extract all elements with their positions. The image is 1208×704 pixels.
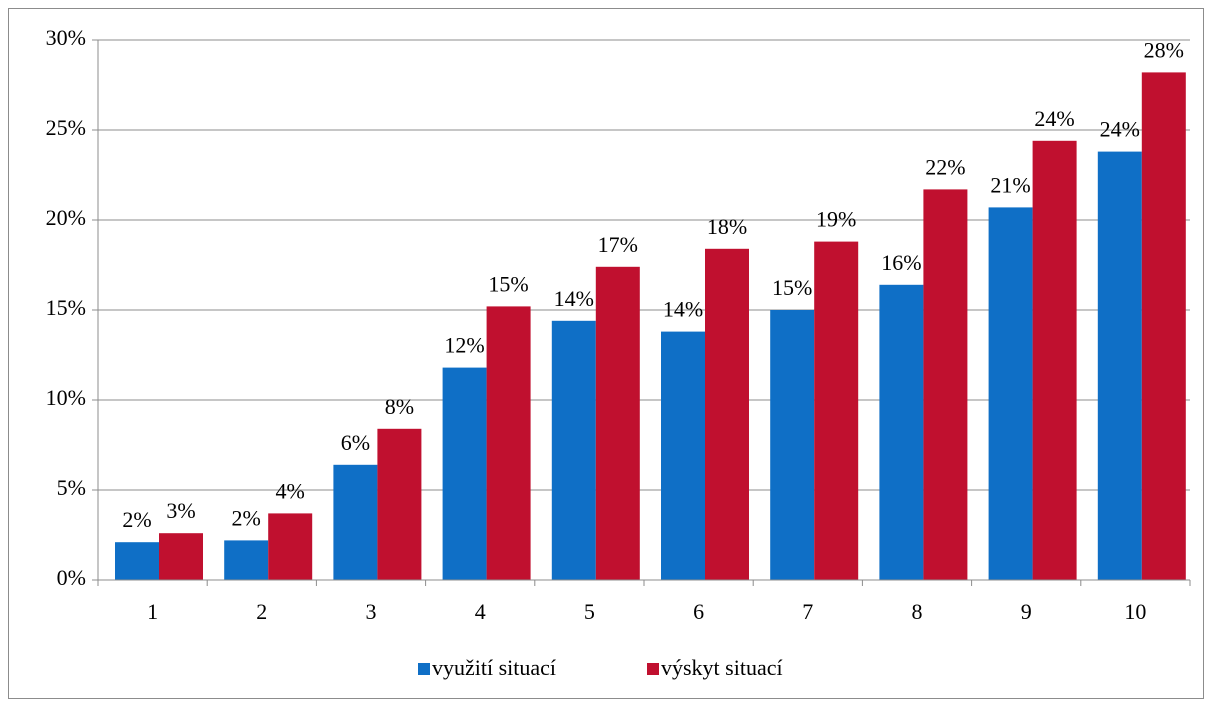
bar (923, 189, 968, 580)
x-tick-label: 5 (584, 599, 595, 624)
data-label: 18% (707, 214, 747, 239)
bar (268, 513, 313, 580)
x-tick-label: 9 (1021, 599, 1032, 624)
bar (1097, 151, 1142, 580)
bar (661, 331, 705, 580)
legend-label: výskyt situací (661, 655, 783, 680)
data-label: 24% (1100, 117, 1140, 142)
data-label: 8% (385, 394, 414, 419)
legend-swatch (647, 663, 659, 675)
x-tick-label: 8 (912, 599, 923, 624)
bar (595, 266, 640, 580)
bar (333, 464, 378, 580)
bar (988, 207, 1033, 580)
x-tick-label: 3 (366, 599, 377, 624)
bar (1032, 140, 1077, 581)
data-label: 3% (166, 498, 195, 523)
data-label: 14% (663, 297, 703, 322)
y-tick-label: 30% (46, 25, 86, 50)
bar (770, 310, 815, 580)
data-label: 24% (1034, 106, 1074, 131)
bar (551, 320, 596, 580)
bar (705, 248, 749, 581)
bar (486, 306, 531, 580)
x-tick-label: 1 (147, 599, 158, 624)
y-tick-label: 10% (46, 385, 86, 410)
legend-swatch (418, 663, 430, 675)
bar (879, 284, 924, 580)
data-label: 22% (925, 154, 965, 179)
bar (814, 241, 859, 580)
data-label: 28% (1144, 37, 1184, 62)
x-tick-label: 4 (475, 599, 486, 624)
data-label: 6% (341, 430, 370, 455)
bar (159, 533, 203, 580)
x-tick-label: 10 (1124, 599, 1146, 624)
data-label: 16% (881, 250, 921, 275)
bar (377, 428, 422, 580)
legend-label: využití situací (432, 655, 556, 680)
y-tick-label: 0% (57, 565, 86, 590)
data-label: 12% (444, 333, 484, 358)
data-label: 2% (232, 505, 261, 530)
y-tick-label: 25% (46, 115, 86, 140)
data-label: 15% (488, 271, 528, 296)
y-tick-label: 15% (46, 295, 86, 320)
y-tick-label: 5% (57, 475, 86, 500)
bar (115, 542, 159, 580)
bar (224, 540, 269, 580)
bar (442, 367, 487, 580)
data-label: 19% (816, 207, 856, 232)
y-tick-label: 20% (46, 205, 86, 230)
data-label: 17% (598, 232, 638, 257)
data-label: 15% (772, 275, 812, 300)
bar (1141, 72, 1186, 581)
x-tick-label: 6 (693, 599, 704, 624)
data-label: 14% (554, 286, 594, 311)
x-tick-label: 2 (256, 599, 267, 624)
data-label: 2% (122, 507, 151, 532)
data-label: 4% (276, 478, 305, 503)
data-label: 21% (990, 172, 1030, 197)
x-tick-label: 7 (802, 599, 813, 624)
